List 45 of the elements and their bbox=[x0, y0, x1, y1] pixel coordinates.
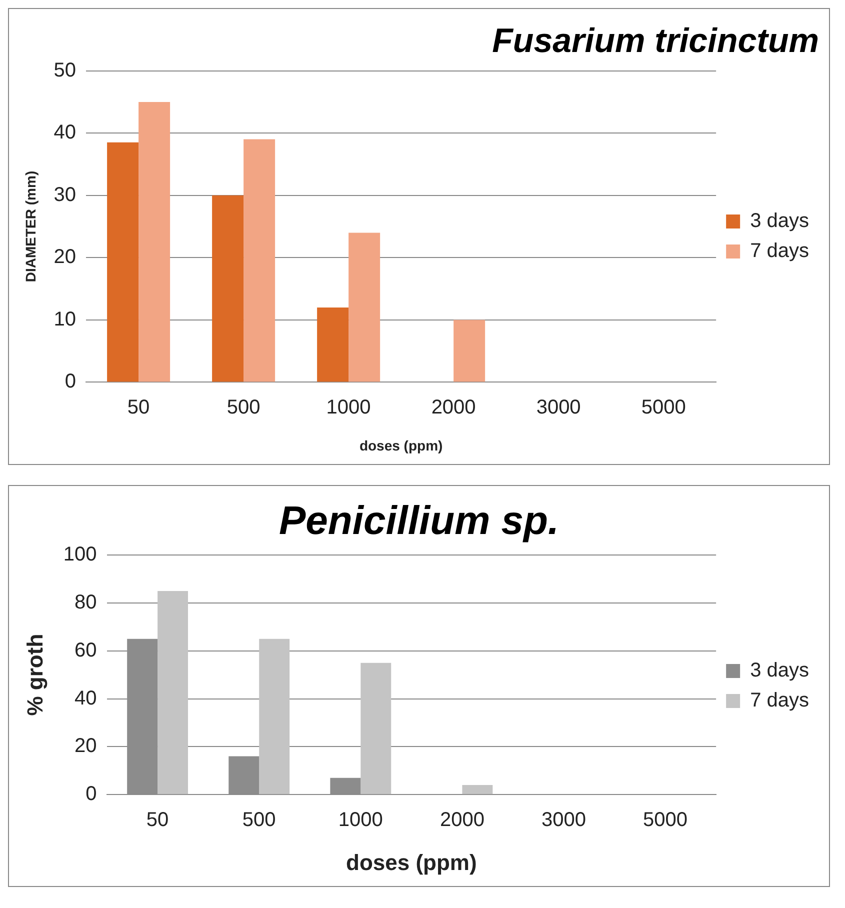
bar bbox=[259, 638, 290, 794]
legend-label: 3 days bbox=[750, 210, 810, 232]
x-tick-label: 2000 bbox=[440, 809, 484, 832]
x-tick-label: 3000 bbox=[542, 809, 586, 832]
y-tick-label: 30 bbox=[54, 184, 76, 206]
bar bbox=[158, 590, 188, 794]
y-tick-label: 60 bbox=[74, 639, 97, 662]
bar bbox=[138, 102, 170, 382]
bar bbox=[360, 662, 392, 794]
x-tick-label: 500 bbox=[226, 396, 260, 419]
x-tick-label: 5000 bbox=[643, 809, 688, 832]
y-tick-label: 20 bbox=[74, 735, 97, 758]
chart-title: Fusarium tricinctum bbox=[492, 22, 819, 60]
bar bbox=[244, 139, 276, 382]
x-tick-label: 50 bbox=[127, 396, 150, 419]
x-tick-label: 3000 bbox=[536, 396, 581, 419]
bar bbox=[212, 195, 244, 382]
x-axis-title: doses (ppm) bbox=[346, 850, 477, 875]
x-tick-label: 50 bbox=[146, 809, 169, 832]
legend-label: 7 days bbox=[750, 690, 810, 712]
x-tick-label: 500 bbox=[242, 809, 276, 832]
y-tick-label: 0 bbox=[86, 783, 97, 806]
y-tick-label: 20 bbox=[54, 246, 76, 268]
bar bbox=[317, 307, 349, 382]
y-tick-label: 10 bbox=[54, 308, 76, 330]
legend-label: 7 days bbox=[750, 240, 810, 262]
y-tick-label: 80 bbox=[74, 591, 97, 614]
x-tick-label: 1000 bbox=[326, 396, 371, 419]
bar bbox=[107, 142, 139, 382]
y-axis-title: % groth bbox=[22, 634, 48, 716]
legend-label: 3 days bbox=[750, 660, 810, 682]
y-tick-label: 50 bbox=[54, 59, 76, 82]
x-axis-title: doses (ppm) bbox=[359, 437, 443, 454]
y-axis-title: DIAMETER (mm) bbox=[22, 170, 38, 282]
x-tick-label: 2000 bbox=[431, 396, 476, 419]
chart-title: Penicillium sp. bbox=[278, 499, 560, 544]
y-tick-label: 0 bbox=[64, 370, 76, 393]
y-tick-label: 40 bbox=[54, 122, 76, 144]
bar bbox=[454, 320, 486, 382]
bar bbox=[462, 785, 493, 794]
y-tick-label: 100 bbox=[63, 544, 97, 566]
x-tick-label: 1000 bbox=[338, 809, 383, 832]
bar bbox=[348, 232, 380, 382]
x-tick-label: 5000 bbox=[641, 396, 686, 419]
y-tick-label: 40 bbox=[74, 687, 97, 710]
